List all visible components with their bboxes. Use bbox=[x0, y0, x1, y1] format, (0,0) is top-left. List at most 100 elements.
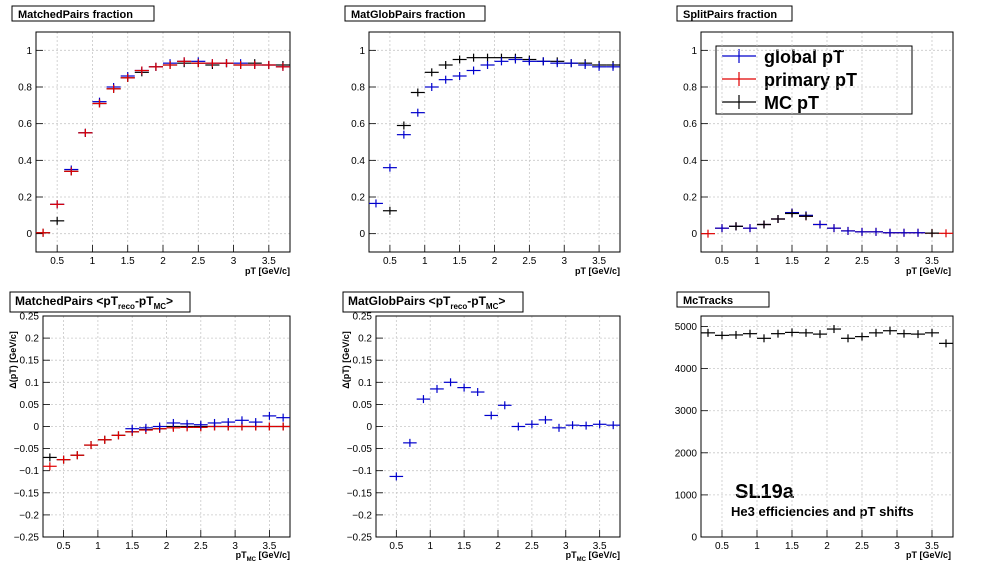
data-point bbox=[897, 329, 911, 338]
data-point bbox=[508, 55, 523, 64]
x-axis-label: pT [GeV/c] bbox=[575, 266, 620, 276]
title-box: MatchedPairs fraction bbox=[11, 5, 155, 22]
data-point bbox=[452, 72, 467, 80]
data-point bbox=[771, 215, 785, 223]
x-tick-label: 1.5 bbox=[785, 256, 799, 267]
y-tick-label: 0.8 bbox=[351, 83, 365, 94]
legend: global pT primary pT MC pT bbox=[715, 45, 913, 115]
data-point bbox=[191, 59, 206, 68]
pad-mctracks: McTracks pT [GeV/c] SL19a He3 efficienci… bbox=[676, 291, 951, 560]
plot-area-3: 0.5 1 1.5 2 2.5 3 3.5 0 0.2 0.4 0.6 0.8 1 bbox=[683, 31, 954, 267]
data-point bbox=[701, 229, 715, 238]
plot-frame bbox=[700, 31, 954, 253]
annotation-sub: He3 efficiencies and pT shifts bbox=[731, 504, 914, 519]
pad-matglob-shift: MatGlobPairs <pTreco-pTMC> Δ(pT) [GeV/c]… bbox=[341, 291, 620, 563]
data-point bbox=[70, 451, 85, 460]
x-tick-label: 1.5 bbox=[121, 256, 135, 267]
x-axis-label: pTMC [GeV/c] bbox=[236, 550, 290, 563]
y-tick-label: 3000 bbox=[675, 406, 698, 417]
series-global bbox=[125, 411, 290, 433]
plot-area-2: 0.5 1 1.5 2 2.5 3 3.5 0 0.2 0.4 0.6 0.8 1 bbox=[351, 31, 621, 267]
data-point bbox=[522, 57, 537, 66]
annotation-main: SL19a bbox=[735, 481, 795, 503]
pad-matched-fraction: MatchedPairs fraction pT [GeV/c] bbox=[11, 5, 290, 276]
data-point bbox=[233, 61, 248, 69]
data-point bbox=[494, 57, 509, 66]
pad-split-fraction: SplitPairs fraction pT [GeV/c] global pT… bbox=[676, 5, 951, 276]
data-point bbox=[235, 416, 249, 425]
data-point bbox=[536, 57, 551, 66]
y-tick-label: 0.4 bbox=[18, 156, 32, 167]
y-tick-label: −0.1 bbox=[352, 466, 372, 477]
data-point bbox=[410, 88, 425, 97]
title-box: McTracks bbox=[676, 291, 770, 308]
plot-frame bbox=[375, 315, 621, 538]
x-tick-label: 2 bbox=[164, 541, 170, 552]
plot-area-1: 0.5 1 1.5 2 2.5 3 3.5 0 0.2 0.4 0.6 0.8 1 bbox=[18, 31, 291, 267]
data-point bbox=[50, 216, 65, 225]
x-tick-label: 2.5 bbox=[522, 256, 536, 267]
data-point bbox=[207, 418, 222, 427]
y-tick-label: 0.6 bbox=[351, 119, 365, 130]
data-point bbox=[827, 224, 841, 233]
data-point bbox=[430, 384, 444, 393]
x-tick-label: 0.5 bbox=[57, 541, 71, 552]
x-tick-label: 3.5 bbox=[593, 541, 607, 552]
data-point bbox=[466, 66, 481, 75]
data-point bbox=[785, 209, 799, 218]
data-point bbox=[139, 423, 153, 432]
x-tick-label: 1.5 bbox=[125, 541, 139, 552]
plot-frame bbox=[700, 315, 954, 538]
data-point bbox=[248, 418, 263, 427]
data-point bbox=[84, 441, 98, 450]
y-tick-label: 0.2 bbox=[358, 334, 372, 345]
x-tick-label: 1.5 bbox=[785, 541, 799, 552]
y-tick-label: −0.15 bbox=[347, 488, 373, 499]
y-tick-label: −0.2 bbox=[352, 510, 372, 521]
y-tick-label: 0 bbox=[366, 422, 372, 433]
data-point bbox=[396, 121, 411, 130]
y-tick-label: 0.25 bbox=[353, 312, 373, 323]
x-tick-label: 2 bbox=[160, 256, 166, 267]
data-point bbox=[443, 378, 458, 387]
title-box: MatchedPairs <pTreco-pTMC> bbox=[9, 291, 191, 313]
data-point bbox=[771, 329, 785, 338]
x-tick-label: 3 bbox=[894, 256, 900, 267]
x-tick-label: 1.5 bbox=[457, 541, 471, 552]
y-tick-label: −0.25 bbox=[14, 533, 40, 544]
data-point bbox=[410, 108, 425, 117]
x-tick-label: 3 bbox=[563, 541, 569, 552]
chart-title: MatchedPairs <pTreco-pTMC> bbox=[15, 294, 173, 311]
data-point bbox=[883, 326, 897, 335]
title-box: MatGlobPairs <pTreco-pTMC> bbox=[342, 291, 524, 313]
x-tick-label: 0.5 bbox=[389, 541, 403, 552]
x-tick-label: 1 bbox=[427, 541, 433, 552]
data-point bbox=[480, 53, 495, 62]
y-tick-label: −0.05 bbox=[14, 444, 40, 455]
data-point bbox=[221, 418, 236, 427]
data-point bbox=[480, 61, 495, 69]
data-point bbox=[452, 55, 467, 64]
y-axis-label: Δ(pT) [GeV/c] bbox=[8, 331, 18, 388]
y-tick-label: −0.2 bbox=[19, 510, 39, 521]
data-point bbox=[855, 227, 869, 236]
data-point bbox=[166, 418, 181, 427]
y-tick-label: 4000 bbox=[675, 364, 698, 375]
title-box: SplitPairs fraction bbox=[676, 5, 793, 22]
data-point bbox=[180, 419, 194, 428]
x-axis-label: pT [GeV/c] bbox=[906, 266, 951, 276]
x-tick-label: 3 bbox=[231, 256, 237, 267]
y-tick-label: 0.6 bbox=[683, 119, 697, 130]
x-tick-label: 2 bbox=[495, 541, 501, 552]
data-point bbox=[715, 331, 729, 340]
data-point bbox=[939, 229, 953, 238]
data-point bbox=[470, 388, 485, 397]
data-point bbox=[525, 420, 539, 429]
data-point bbox=[827, 325, 841, 334]
x-tick-label: 1 bbox=[95, 541, 101, 552]
data-point bbox=[564, 59, 579, 68]
data-point bbox=[382, 163, 397, 172]
data-point bbox=[396, 130, 411, 139]
x-tick-label: 3.5 bbox=[262, 256, 276, 267]
y-tick-label: 0.2 bbox=[18, 193, 32, 204]
